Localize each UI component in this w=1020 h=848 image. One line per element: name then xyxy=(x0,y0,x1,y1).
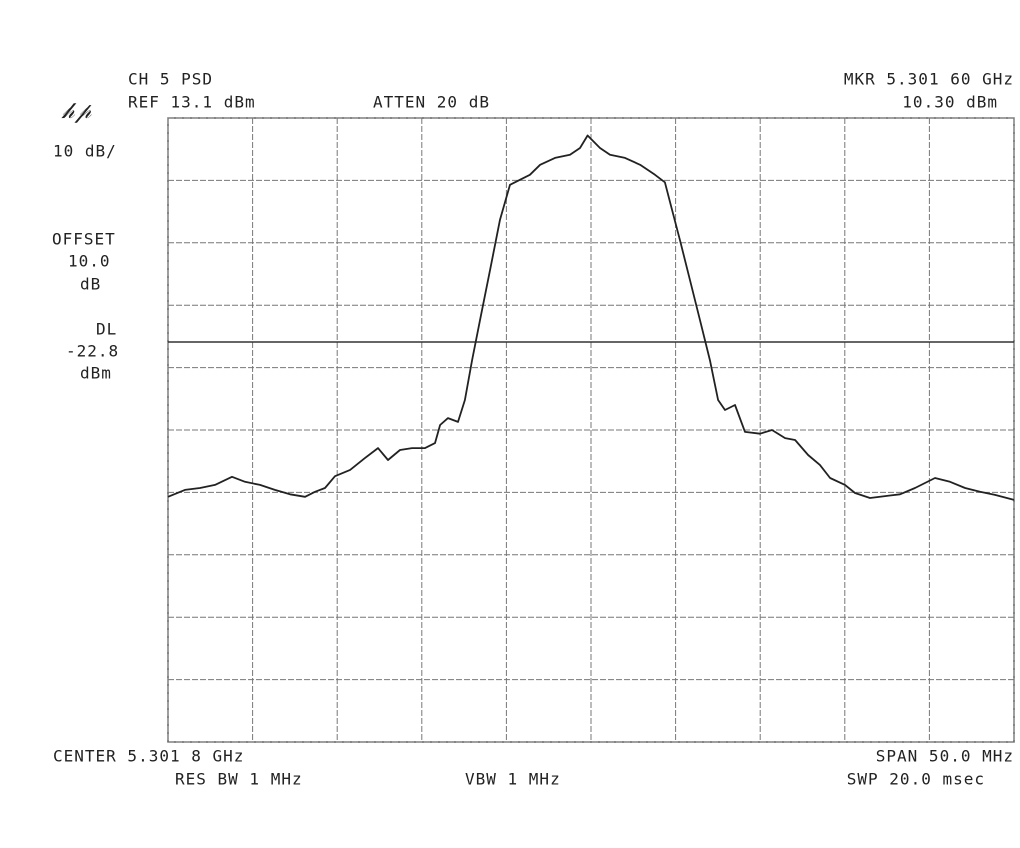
trace xyxy=(167,134,1015,501)
annotation: CENTER 5.301 8 GHz xyxy=(53,747,244,766)
annotation: dB xyxy=(80,275,101,294)
hp-logo: 𝒽𝓅 xyxy=(61,99,93,124)
annotation: ATTEN 20 dB xyxy=(373,93,490,112)
annotation: 10.0 xyxy=(68,252,111,271)
annotation: REF 13.1 dBm xyxy=(128,93,256,112)
display-line-unit: dBm xyxy=(80,364,112,383)
annotation: OFFSET xyxy=(52,230,116,249)
display-line-value: -22.8 xyxy=(66,342,119,361)
annotation: SWP 20.0 msec xyxy=(847,770,985,789)
annotation: MKR 5.301 60 GHz xyxy=(844,70,1014,89)
annotation: VBW 1 MHz xyxy=(465,770,561,789)
annotation: CH 5 PSD xyxy=(128,70,213,89)
display-line-label: DL xyxy=(96,320,117,339)
annotation: RES BW 1 MHz xyxy=(175,770,303,789)
annotation: SPAN 50.0 MHz xyxy=(876,747,1014,766)
annotation: 10 dB/ xyxy=(53,142,117,161)
annotation: 10.30 dBm xyxy=(902,93,998,112)
